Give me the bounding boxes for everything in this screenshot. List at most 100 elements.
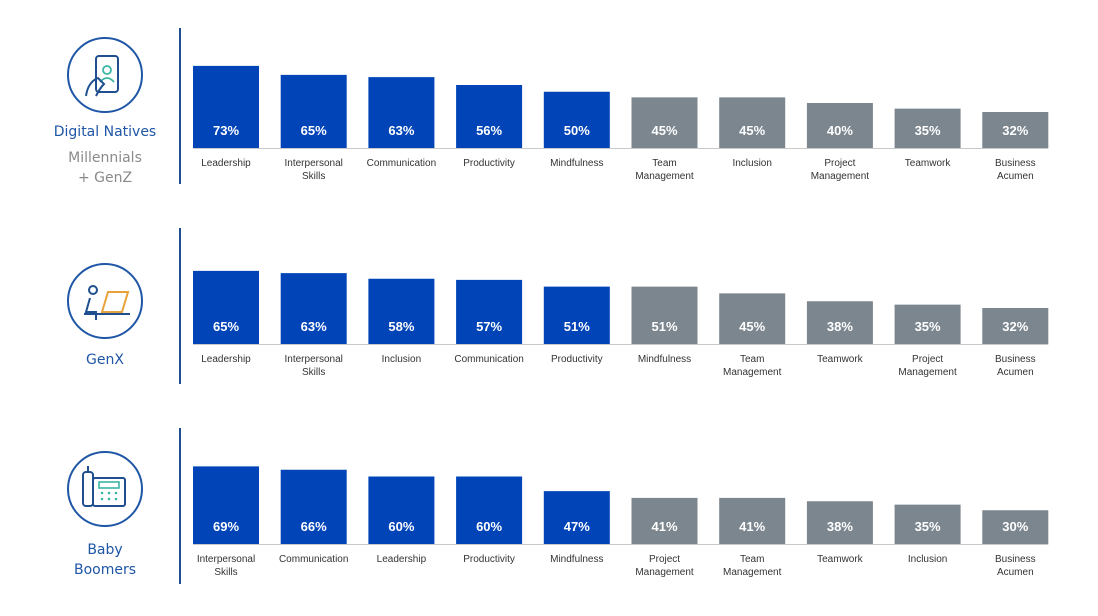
category-label: Leadership [201, 158, 251, 169]
panel-baby-boomers: Baby Boomers [0, 420, 1098, 590]
category-label: Team Management [635, 158, 694, 182]
bar [631, 286, 698, 344]
bar [368, 77, 435, 148]
bar-value-label: 32% [1002, 123, 1028, 138]
generation-label: Digital Natives Millennials + GenZ [20, 122, 190, 188]
bar [280, 273, 347, 344]
category-label: Communication [454, 354, 523, 365]
laptop-user-icon [66, 262, 144, 340]
bar-value-label: 41% [651, 519, 677, 534]
category-label: Business Acumen [995, 554, 1036, 578]
category-label: Mindfulness [550, 158, 603, 169]
category-label: Project Management [898, 354, 957, 378]
bar-chart-3: 69% Interpersonal Skills 66% Communication 60… [193, 466, 1049, 578]
bar-value-label: 56% [476, 123, 502, 138]
bar [193, 466, 259, 544]
category-label: Project Management [635, 554, 694, 578]
bar-chart-2: 65% Leadership 63% Interpersonal Skills 58% In… [193, 270, 1049, 378]
category-label: Communication [367, 158, 436, 169]
bar-value-label: 51% [651, 319, 677, 334]
bar [719, 97, 786, 148]
generation-title: GenX [86, 352, 124, 368]
bar-chart-1: 73% Leadership 65% Interpersonal Skills 63% Co… [193, 65, 1049, 182]
category-label: Leadership [377, 554, 427, 565]
bar [806, 501, 873, 544]
bar-value-label: 69% [213, 519, 239, 534]
bar-value-label: 57% [476, 319, 502, 334]
category-label: Productivity [463, 554, 515, 565]
bar-value-label: 40% [827, 123, 853, 138]
category-label: Communication [279, 554, 348, 565]
bar-value-label: 41% [739, 519, 765, 534]
bar-value-label: 60% [388, 519, 414, 534]
bar-value-label: 38% [827, 519, 853, 534]
category-label: Team Management [723, 554, 782, 578]
bar-value-label: 35% [915, 519, 941, 534]
category-label: Interpersonal Skills [285, 354, 343, 378]
bar-value-label: 65% [301, 123, 327, 138]
bar-value-label: 66% [301, 519, 327, 534]
panel-digital-natives: Digital Natives Millennials + GenZ [0, 20, 1098, 190]
category-label: Interpersonal Skills [197, 554, 255, 578]
category-label: Productivity [463, 158, 515, 169]
bar [982, 308, 1049, 344]
category-label: Interpersonal Skills [285, 158, 343, 182]
category-label: Team Management [723, 354, 782, 378]
bar [368, 278, 435, 344]
panel-genx: GenX [0, 220, 1098, 390]
bar [543, 286, 610, 344]
bar-value-label: 45% [739, 319, 765, 334]
bar [894, 504, 961, 544]
category-label: Project Management [811, 158, 870, 182]
bar [894, 108, 961, 148]
generation-title: Digital Natives [53, 124, 157, 140]
bar [456, 85, 523, 148]
bar [894, 304, 961, 344]
panel-divider [179, 28, 181, 184]
bar [543, 91, 610, 148]
panel-divider [179, 228, 181, 384]
bar [719, 293, 786, 344]
category-label: Business Acumen [995, 158, 1036, 182]
bar [193, 65, 259, 148]
bar-value-label: 32% [1002, 319, 1028, 334]
category-label: Teamwork [817, 354, 864, 365]
generation-label: Baby Boomers [20, 540, 190, 580]
generation-title-line2: Boomers [73, 562, 137, 578]
category-label: Business Acumen [995, 354, 1036, 378]
category-label: Inclusion [382, 354, 421, 365]
bar-value-label: 65% [213, 319, 239, 334]
generation-subtitle-line2: + GenZ [77, 170, 133, 186]
bar [456, 476, 523, 544]
bar-value-label: 60% [476, 519, 502, 534]
category-label: Teamwork [905, 158, 952, 169]
bar-value-label: 45% [651, 123, 677, 138]
generation-label: GenX [20, 350, 190, 370]
category-label: Mindfulness [550, 554, 603, 565]
bar-value-label: 30% [1002, 519, 1028, 534]
bar-value-label: 35% [915, 319, 941, 334]
bar [719, 497, 786, 544]
bar [982, 510, 1049, 544]
bar-value-label: 45% [739, 123, 765, 138]
bar [982, 112, 1049, 148]
bar [806, 301, 873, 344]
bar [456, 279, 523, 344]
bar [193, 270, 259, 344]
category-label: Productivity [551, 354, 603, 365]
category-label: Inclusion [908, 554, 947, 565]
bar [631, 497, 698, 544]
bar [806, 103, 873, 148]
bar-value-label: 63% [388, 123, 414, 138]
bar [368, 476, 435, 544]
category-label: Inclusion [732, 158, 771, 169]
bar-value-label: 58% [388, 319, 414, 334]
bar [631, 97, 698, 148]
bar-value-label: 73% [213, 123, 239, 138]
bar-value-label: 51% [564, 319, 590, 334]
generation-title-line1: Baby [87, 542, 123, 558]
bar [280, 74, 347, 148]
bar [280, 469, 347, 544]
category-label: Teamwork [817, 554, 864, 565]
bar-value-label: 47% [564, 519, 590, 534]
